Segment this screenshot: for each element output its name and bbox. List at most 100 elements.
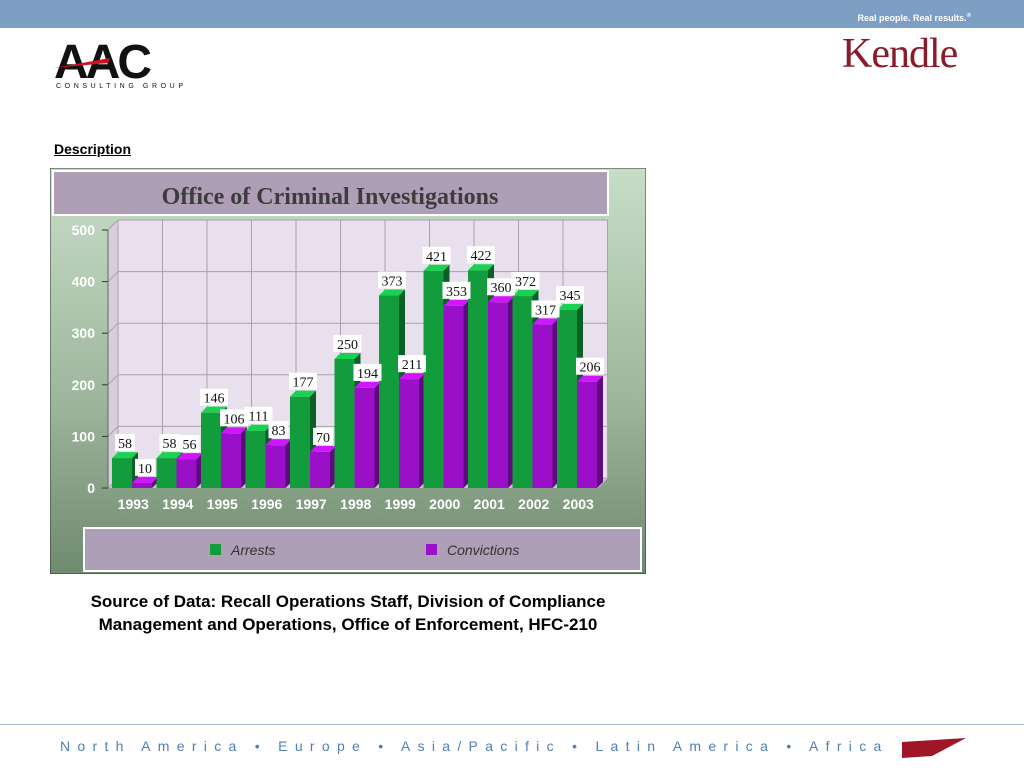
bar-side	[597, 375, 603, 488]
bar-top	[112, 452, 138, 459]
data-label-box	[531, 300, 560, 318]
data-label-convictions-1994: 56	[179, 435, 200, 453]
data-label: 146	[204, 392, 225, 407]
footer-regions: North America • Europe • Asia/Pacific • …	[60, 738, 889, 754]
description-heading: Description	[54, 141, 132, 157]
bar-top	[468, 264, 494, 271]
data-label-arrests-2003: 345	[556, 285, 584, 304]
data-label-arrests-1994: 58	[159, 434, 180, 452]
data-label-box	[200, 388, 228, 406]
data-label-box	[244, 406, 273, 424]
x-tick-label: 1999	[385, 496, 416, 512]
legend: Arrests Convictions	[210, 542, 519, 558]
data-label-box	[511, 272, 540, 290]
bar-top	[354, 381, 381, 388]
data-label: 422	[471, 249, 492, 264]
chart-title-box	[52, 170, 609, 216]
plot-side-wall	[108, 220, 118, 488]
bar-front	[176, 459, 197, 488]
bar-front	[221, 433, 241, 488]
data-label-box	[115, 434, 135, 452]
bars	[112, 264, 603, 488]
data-label-box	[556, 285, 584, 303]
data-label: 194	[357, 367, 378, 382]
legend-swatch-arrests	[210, 544, 221, 555]
y-tick-label: 100	[72, 428, 96, 444]
bar-top	[512, 290, 539, 297]
data-label: 111	[249, 410, 269, 425]
data-label-arrests-1998: 250	[333, 335, 362, 353]
bar-top	[423, 264, 450, 271]
data-label-box	[135, 458, 155, 476]
data-label-convictions-1997: 70	[313, 427, 333, 446]
kendle-flag-icon	[902, 738, 966, 758]
data-label-box	[353, 363, 382, 381]
legend-box	[83, 527, 642, 572]
source-line-2: Management and Operations, Office of Enf…	[98, 615, 598, 634]
bar-top	[290, 390, 316, 397]
source-line-1: Source of Data: Recall Operations Staff,…	[90, 592, 606, 611]
data-label: 353	[446, 285, 467, 300]
bar-convictions-1997	[310, 445, 336, 488]
x-tick-label: 1994	[162, 496, 193, 512]
top-banner	[0, 0, 1024, 28]
bar-top	[310, 445, 336, 452]
x-tick-label: 2001	[474, 496, 505, 512]
bar-top	[557, 303, 583, 310]
bar-front	[354, 387, 375, 488]
bar-convictions-1994	[176, 453, 203, 488]
bar-front	[265, 445, 286, 488]
aac-logo-swoosh	[54, 58, 110, 68]
y-axis: 0 100 200 300 400 500	[72, 222, 109, 496]
legend-swatch-convictions	[426, 544, 437, 555]
data-label: 70	[316, 431, 330, 446]
data-label-convictions-2001: 360	[487, 278, 515, 296]
gridline-side	[107, 271, 119, 282]
data-label: 372	[515, 275, 536, 290]
criminal-investigations-chart: Office of Criminal Investigations 581058…	[50, 168, 646, 574]
y-tick-label: 400	[72, 274, 96, 290]
data-label: 373	[382, 275, 403, 290]
y-tick-label: 200	[72, 377, 96, 393]
data-label: 360	[491, 281, 512, 296]
data-label-arrests-1997: 177	[289, 372, 317, 391]
data-label: 250	[337, 338, 358, 353]
bar-front	[201, 412, 221, 488]
bar-front	[334, 359, 355, 488]
data-label-box	[487, 278, 515, 296]
y-tick-label: 0	[87, 480, 95, 496]
bar-top	[245, 424, 272, 431]
y-tick-label: 300	[72, 325, 96, 341]
bar-top	[443, 299, 470, 306]
bar-front	[423, 270, 444, 488]
tagline: Real people. Real results.®	[857, 13, 971, 23]
bar-top	[334, 353, 361, 359]
data-label-arrests-1995: 146	[200, 388, 228, 407]
bar-top	[176, 453, 203, 460]
data-label-box	[378, 271, 406, 289]
gridline-side	[107, 374, 119, 386]
data-label-convictions-1995: 106	[220, 409, 248, 427]
data-label-box	[220, 409, 248, 427]
bar-front	[156, 458, 177, 488]
data-label: 177	[293, 376, 314, 391]
bar-top	[221, 427, 247, 434]
bar-convictions-1995	[221, 427, 247, 488]
bar-front	[290, 396, 310, 488]
bar-front	[577, 381, 597, 488]
gridline-side	[107, 322, 119, 334]
kendle-logo: Kendle	[842, 31, 958, 77]
chart-title: Office of Criminal Investigations	[162, 184, 499, 210]
data-label-arrests-2002: 372	[511, 272, 540, 290]
source-note: Source of Data: Recall Operations Staff,…	[40, 590, 656, 636]
data-label-box	[442, 281, 471, 299]
bar-top	[488, 296, 514, 303]
data-label-box	[398, 355, 426, 373]
footer-divider	[0, 724, 1024, 725]
data-label-convictions-1996: 83	[268, 421, 289, 439]
bar-convictions-2001	[488, 296, 514, 488]
bar-front	[310, 451, 330, 488]
data-label: 83	[272, 424, 286, 439]
x-tick-label: 1995	[207, 496, 238, 512]
